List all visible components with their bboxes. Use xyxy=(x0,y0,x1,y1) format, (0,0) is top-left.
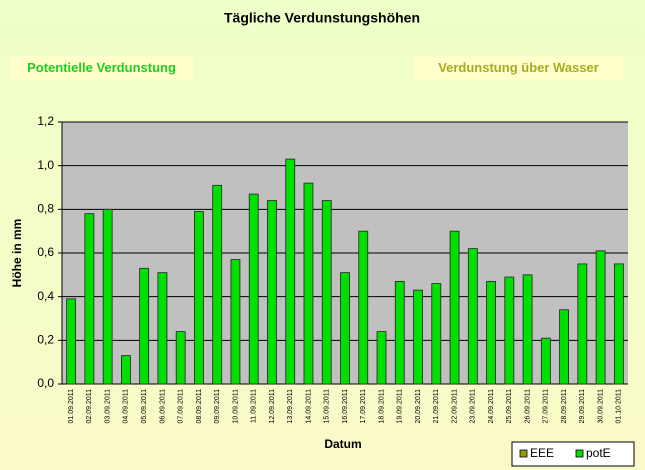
bar xyxy=(595,250,606,385)
legend-swatch xyxy=(575,449,584,458)
x-tick-label: 11.09.2011 xyxy=(251,389,258,423)
x-tick-label: 22.09.2011 xyxy=(451,389,458,424)
x-tick-label: 08.09.2011 xyxy=(196,389,203,424)
y-tick-label: 0,2 xyxy=(37,333,54,347)
bar xyxy=(321,200,332,385)
bar xyxy=(559,309,569,385)
legend xyxy=(511,441,635,467)
bar xyxy=(376,331,387,385)
bar xyxy=(467,248,478,385)
y-tick-label: 1,2 xyxy=(37,114,54,128)
x-tick-label: 21.09.2011 xyxy=(433,389,440,424)
bar xyxy=(358,230,369,385)
bar xyxy=(230,259,241,385)
x-tick-label: 13.09.2011 xyxy=(287,389,294,424)
bar xyxy=(175,331,186,385)
x-tick-label: 29.09.2011 xyxy=(579,389,586,424)
y-tick-label: 1,0 xyxy=(37,158,54,172)
legend-swatch xyxy=(519,449,528,458)
y-tick-label: 0,4 xyxy=(37,289,54,303)
y-tick-label: 0,6 xyxy=(37,245,54,259)
bar xyxy=(212,184,223,385)
x-tick-label: 02.09.2011 xyxy=(86,389,93,424)
bar xyxy=(84,213,95,385)
bar xyxy=(340,272,350,385)
bar xyxy=(577,263,588,385)
x-tick-label: 04.09.2011 xyxy=(123,389,130,424)
x-tick-label: 16.09.2011 xyxy=(342,389,349,424)
bar xyxy=(66,298,77,385)
x-tick-label: 12.09.2011 xyxy=(269,389,276,424)
bar xyxy=(394,280,405,385)
x-tick-label: 06.09.2011 xyxy=(159,389,166,424)
chart-title: Tägliche Verdunstungshöhen xyxy=(224,10,420,26)
x-tick-label: 18.09.2011 xyxy=(378,389,385,424)
bar xyxy=(413,289,423,385)
bar xyxy=(267,200,277,385)
x-tick-label: 03.09.2011 xyxy=(104,389,111,424)
x-tick-label: 30.09.2011 xyxy=(597,389,604,424)
bar xyxy=(540,337,551,385)
bar xyxy=(449,230,460,385)
bar xyxy=(613,263,624,385)
bar xyxy=(157,272,168,385)
bar xyxy=(431,283,442,385)
x-tick-label: 20.09.2011 xyxy=(415,389,422,424)
x-tick-label: 01.09.2011 xyxy=(68,389,75,424)
x-tick-label: 25.09.2011 xyxy=(506,389,513,424)
bar xyxy=(121,355,131,385)
bar xyxy=(303,182,314,385)
x-tick-label: 10.09.2011 xyxy=(232,389,239,424)
bar xyxy=(522,274,533,385)
bar xyxy=(194,211,204,385)
x-tick-label: 14.09.2011 xyxy=(305,389,312,424)
y-tick-label: 0,0 xyxy=(37,376,54,390)
x-tick-label: 28.09.2011 xyxy=(561,389,568,424)
x-tick-label: 09.09.2011 xyxy=(214,389,221,424)
bar xyxy=(248,193,259,385)
x-tick-label: 26.09.2011 xyxy=(524,389,531,424)
bar xyxy=(102,208,113,385)
bar xyxy=(285,158,296,385)
x-tick-label: 23.09.2011 xyxy=(470,389,477,424)
bar xyxy=(139,267,150,385)
x-tick-label: 27.09.2011 xyxy=(543,389,550,424)
button[interactable]: Verdunstung über Wasser xyxy=(414,56,623,80)
y-axis-label: Höhe in mm xyxy=(10,219,24,288)
bar xyxy=(486,280,496,385)
legend-label: EEE xyxy=(530,446,554,460)
bar xyxy=(504,276,515,385)
x-axis-label: Datum xyxy=(324,437,361,451)
x-tick-label: 19.09.2011 xyxy=(397,389,404,424)
x-tick-label: 05.09.2011 xyxy=(141,389,148,424)
x-tick-label: 01.10.2011 xyxy=(616,389,623,424)
y-tick-label: 0,8 xyxy=(37,202,54,216)
x-tick-label: 07.09.2011 xyxy=(178,389,185,424)
x-tick-label: 17.09.2011 xyxy=(360,389,367,424)
legend-label: potE xyxy=(586,446,611,460)
x-tick-label: 24.09.2011 xyxy=(488,389,495,424)
x-tick-label: 15.09.2011 xyxy=(324,389,331,424)
button[interactable]: Potentielle Verdunstung xyxy=(10,56,193,80)
